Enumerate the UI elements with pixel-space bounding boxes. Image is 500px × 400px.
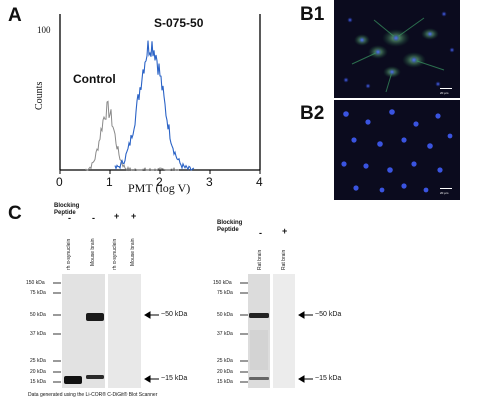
- mw-left-20: 20 kDa: [30, 369, 46, 375]
- footnote: Data generated using the Li-COR® C-DiGit…: [28, 392, 158, 398]
- blocking-peptide-label-right: Blocking Peptide: [217, 220, 243, 233]
- micrograph-b1-cells: [343, 11, 455, 93]
- micrograph-b2-nuclei: [341, 109, 453, 193]
- x-tick-label-0: 0: [56, 175, 63, 189]
- panel-b2-letter: B2: [300, 103, 325, 124]
- blue-nuclei-b1: [343, 11, 455, 89]
- mw-right-25: 25 kDa: [217, 358, 233, 364]
- mw-right-20: 20 kDa: [217, 369, 233, 375]
- mw-right-150: 150 kDa: [213, 280, 232, 286]
- band-rat-15kda: [249, 377, 269, 380]
- flow-cytometry-histogram: [59, 14, 261, 174]
- left-sign-4: +: [131, 211, 137, 221]
- mw-right-75: 75 kDa: [217, 290, 233, 296]
- mw-right-50: 50 kDa: [217, 312, 233, 318]
- scale-bar-b2: [440, 188, 452, 189]
- band-rh-15kda: [64, 376, 82, 384]
- blue-nuclei-b2: [341, 109, 453, 193]
- mw-left-37: 37 kDa: [30, 331, 46, 337]
- scale-text-b2: 20 µm: [440, 191, 449, 195]
- arrow-15-label-right: ~15 kDa: [315, 375, 342, 382]
- band-mouse-15kda: [86, 375, 104, 379]
- scale-bar-b1: [440, 88, 452, 89]
- mw-ticks-left: [53, 282, 61, 383]
- mw-right-15: 15 kDa: [217, 379, 233, 385]
- x-tick-label-2: 2: [156, 175, 163, 189]
- x-tick-label-4: 4: [256, 175, 263, 189]
- mw-right-37: 37 kDa: [217, 331, 233, 337]
- x-tick-label-3: 3: [206, 175, 213, 189]
- blot-strip-minus: [62, 274, 105, 388]
- scale-text-b1: 20 µm: [440, 91, 449, 95]
- blot-strip-plus: [108, 274, 141, 388]
- arrow-50-label-left: ~50 kDa: [161, 311, 188, 318]
- left-sign-3: +: [114, 211, 120, 221]
- left-sign-2: -: [92, 213, 95, 223]
- left-sign-1: -: [68, 213, 71, 223]
- antibody-histogram-line: [114, 40, 195, 171]
- right-sign-2: +: [282, 226, 288, 236]
- panel-a-letter: A: [8, 5, 22, 26]
- mw-left-150: 150 kDa: [26, 280, 45, 286]
- mw-left-75: 75 kDa: [30, 290, 46, 296]
- arrows-left: [144, 311, 159, 383]
- mw-left-25: 25 kDa: [30, 358, 46, 364]
- band-rat-50kda: [249, 313, 269, 318]
- blot-bands-left: [64, 313, 104, 384]
- mw-ticks-right: [240, 282, 248, 383]
- x-ticks: [59, 170, 261, 174]
- micrograph-b1: 20 µm: [334, 0, 460, 98]
- mw-left-50: 50 kDa: [30, 312, 46, 318]
- arrows-right: [298, 311, 313, 383]
- y-max-label: 100: [37, 25, 51, 35]
- panel-b1-letter: B1: [300, 4, 325, 25]
- micrograph-b2: 20 µm: [334, 100, 460, 200]
- band-mouse-50kda: [86, 313, 104, 321]
- control-label: Control: [73, 72, 116, 86]
- blot-bands-right: [249, 313, 269, 380]
- arrow-15-label-left: ~15 kDa: [161, 375, 188, 382]
- arrow-50-label-right: ~50 kDa: [315, 311, 342, 318]
- right-sign-1: -: [259, 228, 262, 238]
- panel-c-letter: C: [8, 203, 22, 224]
- green-cell-bodies: [351, 17, 445, 93]
- control-histogram-line: [84, 100, 179, 172]
- x-tick-label-1: 1: [106, 175, 113, 189]
- antibody-label: S-075-50: [154, 16, 204, 30]
- blot-strip-rat-plus: [273, 274, 295, 388]
- mw-left-15: 15 kDa: [30, 379, 46, 385]
- blocking-peptide-label-left: Blocking Peptide: [54, 203, 80, 216]
- band-rat-smear: [250, 330, 268, 370]
- x-axis-label: PMT (log V): [128, 181, 191, 195]
